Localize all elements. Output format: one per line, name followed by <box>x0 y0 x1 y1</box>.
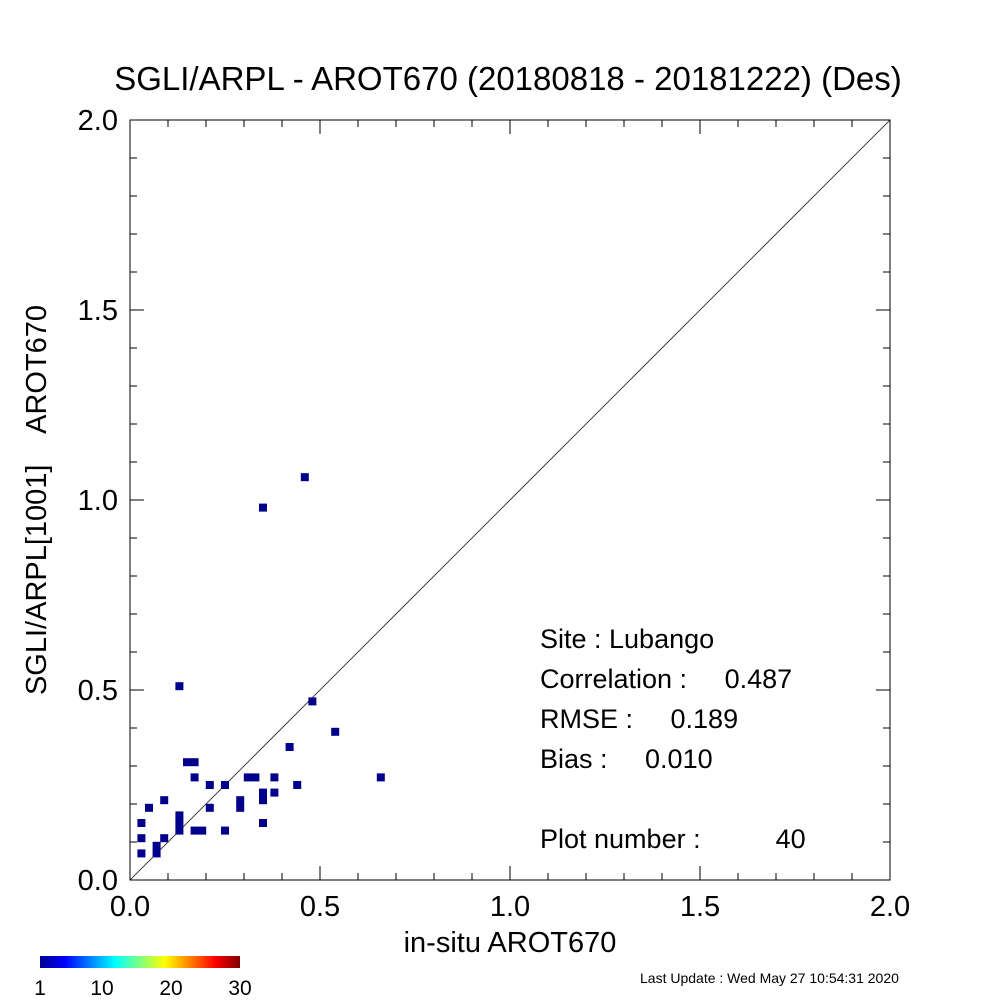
stats-site: Site : Lubango <box>540 624 714 654</box>
data-point <box>152 849 161 858</box>
data-point <box>285 743 294 751</box>
x-tick-label: 2.0 <box>870 891 910 923</box>
data-point <box>205 781 214 789</box>
x-tick-label: 0.0 <box>110 891 150 923</box>
data-point <box>251 773 260 782</box>
last-update-text: Last Update : Wed May 27 10:54:31 2020 <box>640 970 899 986</box>
stats-bias: Bias : 0.010 <box>540 744 713 774</box>
stats-rmse: RMSE : 0.189 <box>540 704 738 734</box>
x-tick-label: 0.5 <box>300 891 340 923</box>
tick-labels: 0.0 0.5 1.0 1.5 2.0 0.0 0.5 1.0 1.5 2.0 <box>78 105 910 923</box>
data-point <box>236 796 245 805</box>
data-point <box>259 788 267 797</box>
axis-ticks <box>129 119 891 881</box>
data-point <box>198 826 207 835</box>
colorbar: 1 10 20 30 <box>34 956 252 1000</box>
data-point <box>259 503 267 512</box>
stats-box: Site : Lubango Correlation : 0.487 RMSE … <box>540 624 806 854</box>
colorbar-tick-label: 20 <box>159 977 182 1000</box>
data-point <box>308 697 317 706</box>
data-point <box>205 803 214 812</box>
data-point <box>190 758 199 767</box>
data-point <box>293 781 302 789</box>
data-point <box>160 834 169 843</box>
data-point <box>270 788 279 797</box>
colorbar-labels: 1 10 20 30 <box>34 977 252 1000</box>
stats-correlation: Correlation : 0.487 <box>540 664 792 694</box>
data-point <box>160 796 169 805</box>
colorbar-tick-label: 30 <box>228 977 251 1000</box>
data-point <box>376 773 385 782</box>
data-point <box>259 796 267 805</box>
data-point <box>175 819 184 827</box>
data-point <box>152 841 161 850</box>
data-point <box>221 826 229 835</box>
y-tick-label: 1.0 <box>78 485 118 517</box>
data-point <box>137 849 146 858</box>
data-points <box>137 473 385 858</box>
data-point <box>175 682 184 691</box>
x-tick-label: 1.0 <box>490 891 530 923</box>
stats-plot-number: Plot number : 40 <box>540 824 806 854</box>
data-point <box>243 773 252 782</box>
colorbar-gradient <box>40 956 240 968</box>
colorbar-tick-label: 1 <box>34 977 46 1000</box>
data-point <box>145 803 153 812</box>
data-point <box>175 826 184 835</box>
data-point <box>300 473 309 482</box>
y-axis-label: SGLI/ARPL[1001] AROT670 <box>21 305 53 695</box>
chart-title: SGLI/ARPL - AROT670 (20180818 - 20181222… <box>114 60 902 97</box>
data-point <box>190 773 199 782</box>
data-point <box>331 727 340 736</box>
data-point <box>270 773 279 782</box>
one-to-one-line <box>129 119 891 881</box>
data-point <box>190 826 199 835</box>
y-tick-label: 2.0 <box>78 105 118 137</box>
x-tick-label: 1.5 <box>680 891 720 923</box>
data-point <box>137 834 146 843</box>
data-point <box>236 803 245 812</box>
data-point <box>259 819 267 827</box>
data-point <box>183 758 191 767</box>
plot-area: 0.0 0.5 1.0 1.5 2.0 0.0 0.5 1.0 1.5 2.0 <box>78 105 910 923</box>
colorbar-tick-label: 10 <box>90 977 113 1000</box>
y-tick-label: 0.0 <box>78 865 118 897</box>
data-point <box>221 781 229 789</box>
x-axis-label: in-situ AROT670 <box>404 927 617 959</box>
y-tick-label: 0.5 <box>78 675 118 707</box>
data-point <box>175 811 184 820</box>
y-tick-label: 1.5 <box>78 295 118 327</box>
data-point <box>137 819 146 827</box>
